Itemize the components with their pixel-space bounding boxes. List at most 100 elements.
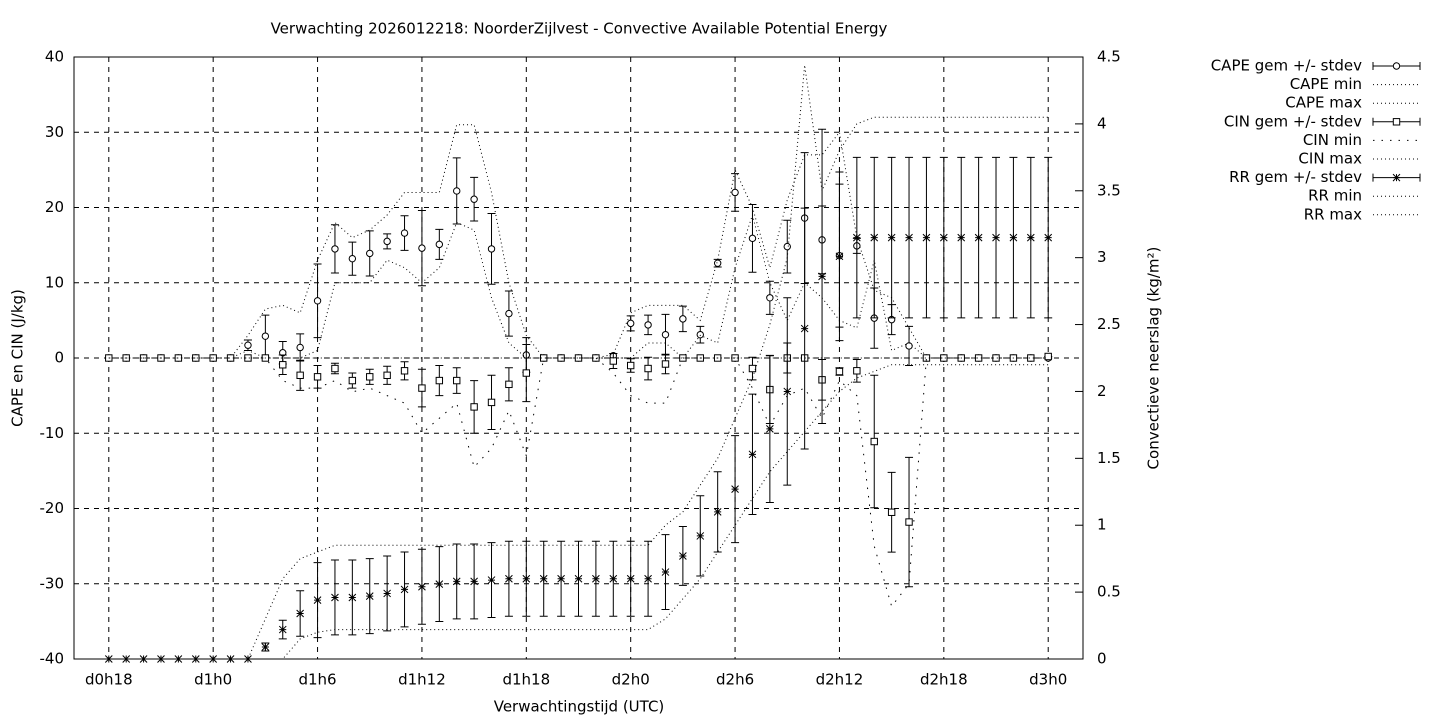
y2-tick-label: 4.5 bbox=[1097, 48, 1121, 66]
marker bbox=[522, 369, 531, 377]
marker bbox=[609, 357, 617, 365]
marker bbox=[644, 574, 652, 583]
x-tick-label: d1h18 bbox=[502, 671, 550, 689]
marker bbox=[244, 655, 252, 663]
marker bbox=[279, 361, 287, 369]
marker bbox=[244, 354, 252, 362]
marker bbox=[1044, 233, 1053, 242]
marker bbox=[748, 234, 757, 243]
marker bbox=[174, 655, 183, 663]
y-tick-label: -40 bbox=[40, 650, 65, 668]
marker bbox=[278, 625, 287, 634]
y2-tick-label: 1.5 bbox=[1097, 449, 1121, 467]
x-tick-label: d1h6 bbox=[298, 671, 336, 689]
marker bbox=[887, 508, 896, 516]
marker bbox=[348, 254, 357, 263]
legend-label: CIN gem +/- stdev bbox=[1224, 112, 1362, 130]
marker bbox=[905, 518, 913, 526]
y-tick-label: 30 bbox=[45, 123, 64, 141]
marker bbox=[313, 373, 322, 381]
x-tick-label: d2h0 bbox=[612, 671, 650, 689]
y2-tick-label: 3 bbox=[1097, 248, 1107, 266]
y-tick-label: 0 bbox=[54, 349, 64, 367]
x-tick-label: d2h18 bbox=[920, 671, 968, 689]
marker bbox=[661, 568, 670, 576]
marker bbox=[1392, 118, 1401, 126]
range-line bbox=[108, 64, 1049, 660]
marker bbox=[783, 242, 791, 251]
chart-title: Verwachting 2026012218: NoorderZijlvest … bbox=[271, 20, 888, 38]
marker bbox=[818, 272, 826, 281]
marker bbox=[748, 450, 757, 459]
y2-tick-label: 2.5 bbox=[1097, 315, 1121, 333]
marker bbox=[539, 574, 548, 583]
marker bbox=[470, 195, 478, 203]
marker bbox=[592, 574, 600, 583]
marker bbox=[313, 297, 322, 305]
marker bbox=[418, 384, 426, 392]
marker bbox=[922, 233, 931, 242]
marker bbox=[1009, 233, 1018, 242]
marker bbox=[453, 187, 461, 195]
legend-label: CAPE max bbox=[1285, 94, 1362, 112]
marker bbox=[331, 593, 339, 602]
y2-axis-label: Convectieve neerslag (kg/m²) bbox=[1145, 247, 1163, 470]
marker bbox=[626, 574, 635, 583]
plot-frame bbox=[73, 56, 1084, 660]
x-tick-label: d3h0 bbox=[1029, 671, 1067, 689]
marker bbox=[435, 240, 444, 249]
marker bbox=[487, 398, 496, 407]
marker bbox=[887, 233, 896, 242]
marker bbox=[522, 574, 531, 583]
marker bbox=[574, 574, 583, 583]
marker bbox=[383, 589, 391, 598]
marker bbox=[226, 655, 235, 663]
range-line bbox=[108, 364, 1049, 660]
marker bbox=[626, 319, 635, 328]
marker bbox=[453, 376, 461, 385]
marker bbox=[139, 655, 148, 663]
marker bbox=[696, 330, 704, 339]
marker bbox=[609, 574, 618, 583]
y2-tick-label: 0 bbox=[1097, 650, 1107, 668]
marker bbox=[731, 485, 739, 493]
marker bbox=[192, 354, 200, 362]
x-tick-label: d1h0 bbox=[194, 671, 232, 689]
marker bbox=[366, 373, 374, 381]
marker bbox=[713, 259, 722, 267]
legend-label: RR min bbox=[1308, 187, 1362, 205]
marker bbox=[992, 233, 1000, 242]
y-tick-label: -10 bbox=[40, 424, 65, 442]
legend-label: CIN max bbox=[1298, 150, 1362, 168]
marker bbox=[366, 249, 374, 258]
marker bbox=[905, 233, 913, 242]
marker bbox=[122, 655, 131, 663]
marker bbox=[365, 592, 374, 600]
marker bbox=[731, 188, 739, 197]
marker bbox=[835, 367, 844, 376]
marker bbox=[939, 233, 948, 242]
marker bbox=[661, 330, 670, 339]
marker bbox=[679, 552, 687, 560]
marker bbox=[505, 380, 513, 389]
marker bbox=[418, 244, 426, 252]
marker bbox=[470, 577, 478, 586]
legend-label: CAPE min bbox=[1290, 75, 1362, 93]
marker bbox=[383, 237, 391, 246]
marker bbox=[104, 655, 113, 663]
marker bbox=[487, 576, 496, 584]
marker bbox=[348, 376, 357, 385]
y-tick-label: 10 bbox=[45, 273, 64, 291]
marker bbox=[713, 507, 722, 516]
marker bbox=[296, 343, 304, 352]
marker bbox=[1026, 233, 1035, 242]
marker bbox=[852, 233, 861, 242]
marker bbox=[853, 367, 861, 375]
marker bbox=[905, 342, 913, 350]
y2-tick-label: 2 bbox=[1097, 382, 1107, 400]
marker bbox=[400, 229, 409, 237]
marker bbox=[400, 367, 409, 375]
marker bbox=[505, 309, 513, 318]
marker bbox=[557, 574, 565, 583]
